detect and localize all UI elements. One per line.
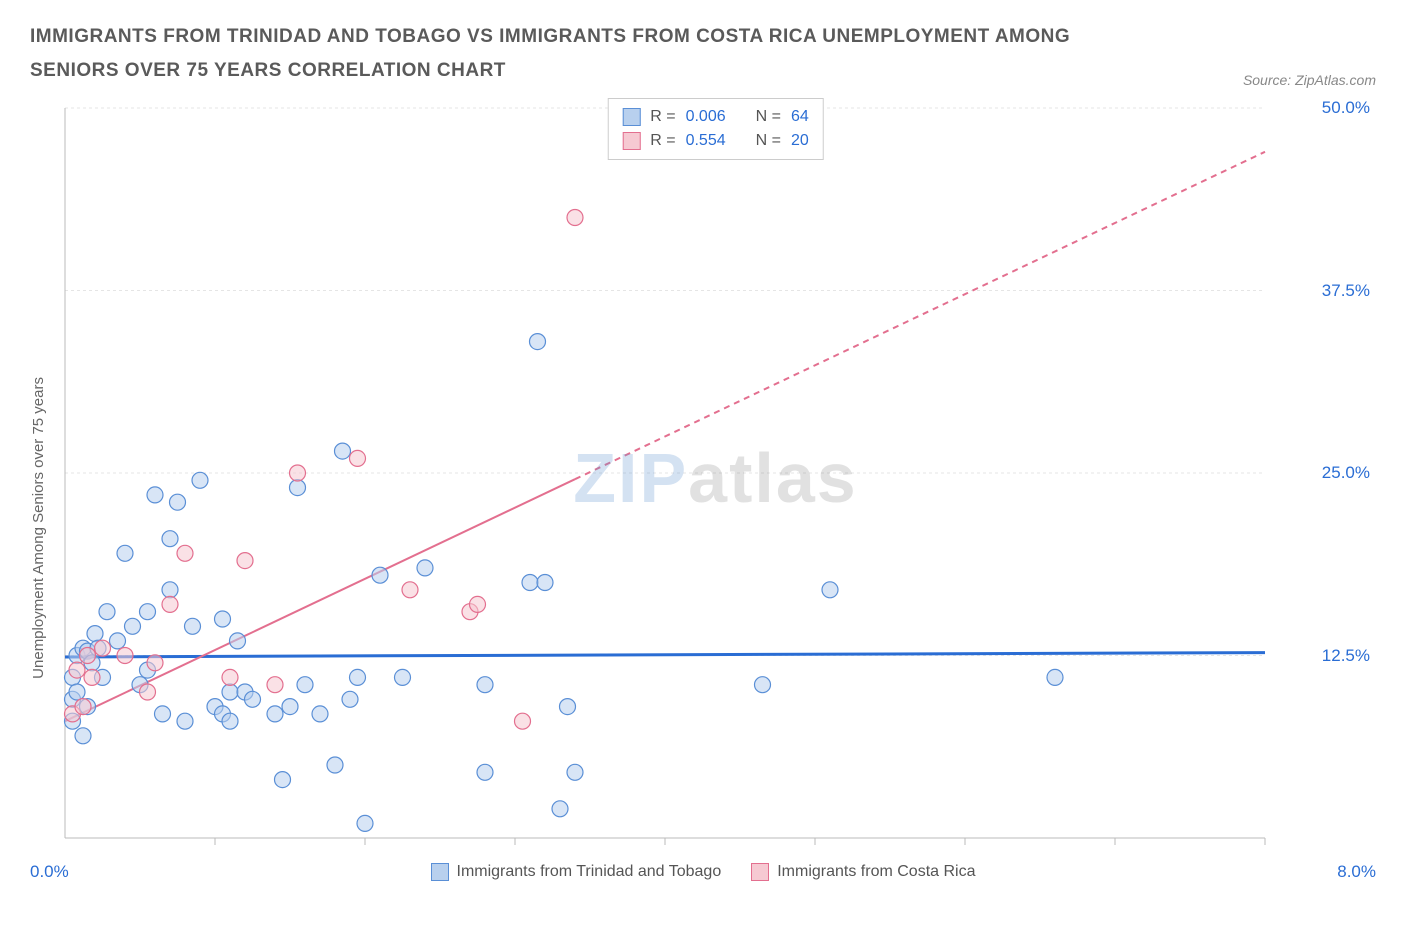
legend-item: Immigrants from Trinidad and Tobago <box>431 863 722 881</box>
legend-swatch <box>431 863 449 881</box>
y-tick-label: 25.0% <box>1322 463 1370 483</box>
stats-legend: R =0.006N =64R =0.554N =20 <box>607 98 824 160</box>
source-label: Source: ZipAtlas.com <box>1243 72 1376 88</box>
legend-swatch <box>622 108 640 126</box>
legend-label: Immigrants from Costa Rica <box>777 863 975 881</box>
legend-swatch <box>622 132 640 150</box>
y-tick-label: 12.5% <box>1322 646 1370 666</box>
stats-row: R =0.554N =20 <box>622 129 809 153</box>
series-legend: Immigrants from Trinidad and Tobago Immig… <box>431 863 976 881</box>
x-axis-end: 8.0% <box>1337 862 1376 882</box>
legend-swatch <box>751 863 769 881</box>
scatter-chart <box>55 98 1335 858</box>
legend-label: Immigrants from Trinidad and Tobago <box>457 863 722 881</box>
stats-row: R =0.006N =64 <box>622 105 809 129</box>
legend-item: Immigrants from Costa Rica <box>751 863 975 881</box>
y-axis-label: Unemployment Among Seniors over 75 years <box>30 277 47 679</box>
chart-title: IMMIGRANTS FROM TRINIDAD AND TOBAGO VS I… <box>30 20 1080 88</box>
plot-area: ZIPatlas R =0.006N =64R =0.554N =20 12.5… <box>55 98 1376 858</box>
y-tick-label: 37.5% <box>1322 281 1370 301</box>
y-tick-label: 50.0% <box>1322 98 1370 118</box>
x-axis-start: 0.0% <box>30 862 69 882</box>
